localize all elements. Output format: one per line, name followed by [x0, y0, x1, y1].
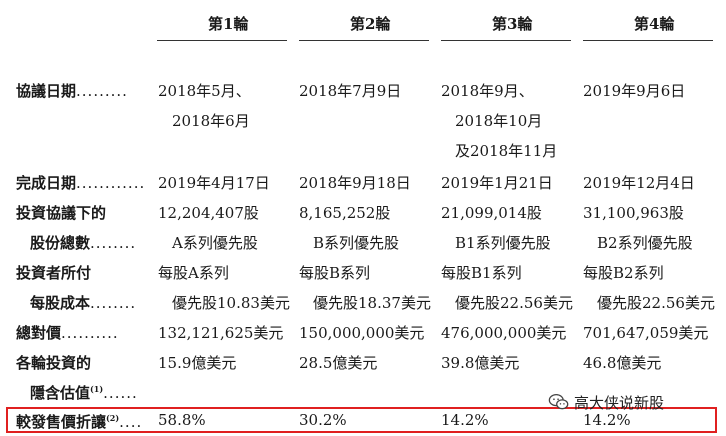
cell-r4-c2-line2: 優先股18.37美元	[313, 294, 431, 312]
row-label-implied-valuation-line1: 各輪投資的	[16, 354, 92, 372]
cell-r3-c1-line1: 12,204,407股	[158, 204, 259, 222]
cell-r6-c1: 15.9億美元	[158, 354, 237, 372]
header-rule-3	[441, 40, 571, 41]
cell-r4-c4-line1: 每股B2系列	[583, 264, 664, 282]
header-rule-1	[157, 40, 287, 41]
cell-r1-c3-line2: 2018年10月	[455, 112, 543, 130]
row-label-cost-per-share-line1: 投資者所付	[16, 264, 92, 282]
row-label-cost-per-share-line2: 每股成本........	[30, 294, 137, 312]
cell-r7-c1: 58.8%	[158, 411, 206, 429]
cell-r3-c4-line2: B2系列優先股	[597, 234, 693, 252]
column-header-4: 第4輪	[634, 15, 675, 33]
row-label-total-consideration: 總對價..........	[16, 324, 119, 342]
cell-r3-c3-line2: B1系列優先股	[455, 234, 551, 252]
footnote-2: (2)	[106, 413, 120, 423]
cell-r4-c2-line1: 每股B系列	[299, 264, 371, 282]
cell-r3-c4-line1: 31,100,963股	[583, 204, 684, 222]
cell-r6-c2: 28.5億美元	[299, 354, 378, 372]
cell-r7-c3: 14.2%	[441, 411, 489, 429]
cell-r3-c2-line2: B系列優先股	[313, 234, 400, 252]
cell-r3-c1-line2: A系列優先股	[172, 234, 258, 252]
cell-r3-c3-line1: 21,099,014股	[441, 204, 542, 222]
header-rule-2	[299, 40, 429, 41]
cell-r4-c1-line2: 優先股10.83美元	[172, 294, 290, 312]
wechat-icon	[548, 394, 569, 410]
cell-r2-c3: 2019年1月21日	[441, 174, 553, 192]
row-label-completion-date: 完成日期............	[16, 174, 146, 192]
cell-r2-c4: 2019年12月4日	[583, 174, 695, 192]
column-header-1: 第1輪	[208, 15, 249, 33]
column-header-3: 第3輪	[492, 15, 533, 33]
row-label-agreement-date: 協議日期.........	[16, 82, 128, 100]
footnote-1: (1)	[90, 384, 104, 394]
cell-r4-c3-line1: 每股B1系列	[441, 264, 522, 282]
cell-r2-c2: 2018年9月18日	[299, 174, 411, 192]
cell-r5-c3: 476,000,000美元	[441, 324, 567, 342]
cell-r4-c1-line1: 每股A系列	[158, 264, 229, 282]
row-label-implied-valuation-line2: 隱含估值(1)......	[30, 384, 138, 402]
cell-r4-c3-line2: 優先股22.56美元	[455, 294, 573, 312]
column-header-2: 第2輪	[350, 15, 391, 33]
cell-r6-c3: 39.8億美元	[441, 354, 520, 372]
cell-r1-c3-line1: 2018年9月、	[441, 82, 534, 100]
row-label-total-shares-line2: 股份總數........	[30, 234, 137, 252]
highlight-box	[6, 407, 717, 433]
cell-r1-c2: 2018年7月9日	[299, 82, 402, 100]
cell-r7-c2: 30.2%	[299, 411, 347, 429]
cell-r6-c4: 46.8億美元	[583, 354, 662, 372]
row-label-total-shares-line1: 投資協議下的	[16, 204, 107, 222]
header-rule-4	[583, 40, 713, 41]
cell-r3-c2-line1: 8,165,252股	[299, 204, 391, 222]
watermark: 高大侠说新股	[548, 391, 664, 413]
watermark-text: 高大侠说新股	[574, 393, 665, 412]
cell-r1-c1-line2: 2018年6月	[172, 112, 250, 130]
cell-r5-c1: 132,121,625美元	[158, 324, 284, 342]
cell-r5-c2: 150,000,000美元	[299, 324, 425, 342]
row-label-discount: 較發售價折讓(2)....	[16, 413, 143, 431]
cell-r1-c3-line3: 及2018年11月	[455, 142, 558, 160]
cell-r5-c4: 701,647,059美元	[583, 324, 709, 342]
cell-r7-c4: 14.2%	[583, 411, 631, 429]
cell-r4-c4-line2: 優先股22.56美元	[597, 294, 715, 312]
cell-r2-c1: 2019年4月17日	[158, 174, 270, 192]
cell-r1-c4: 2019年9月6日	[583, 82, 686, 100]
cell-r1-c1-line1: 2018年5月、	[158, 82, 251, 100]
